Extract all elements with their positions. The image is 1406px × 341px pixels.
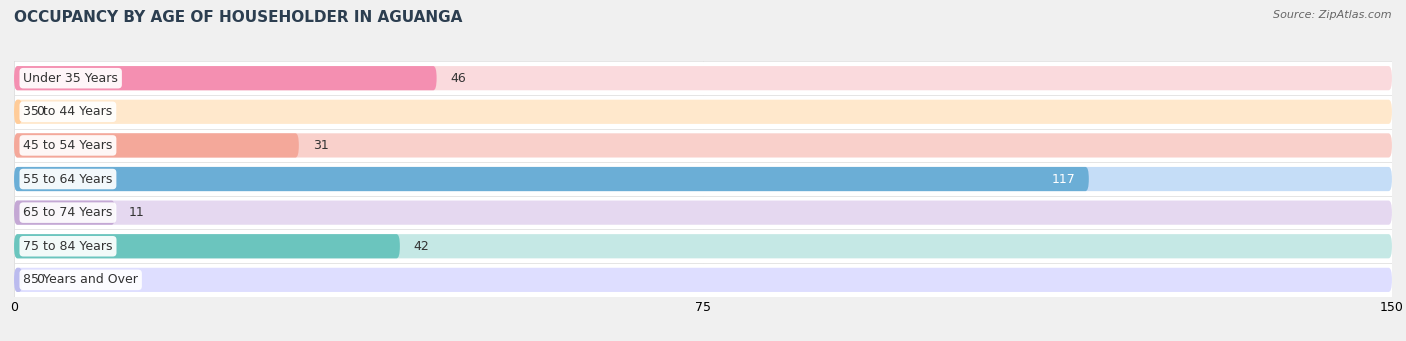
- Text: 45 to 54 Years: 45 to 54 Years: [24, 139, 112, 152]
- FancyBboxPatch shape: [14, 95, 1392, 129]
- Text: 0: 0: [37, 105, 44, 118]
- FancyBboxPatch shape: [14, 66, 437, 90]
- Text: 35 to 44 Years: 35 to 44 Years: [24, 105, 112, 118]
- FancyBboxPatch shape: [14, 167, 1392, 191]
- Text: OCCUPANCY BY AGE OF HOUSEHOLDER IN AGUANGA: OCCUPANCY BY AGE OF HOUSEHOLDER IN AGUAN…: [14, 10, 463, 25]
- FancyBboxPatch shape: [14, 234, 1392, 258]
- FancyBboxPatch shape: [14, 61, 1392, 95]
- FancyBboxPatch shape: [14, 129, 1392, 162]
- FancyBboxPatch shape: [14, 201, 1392, 225]
- FancyBboxPatch shape: [14, 100, 22, 124]
- FancyBboxPatch shape: [14, 133, 1392, 158]
- FancyBboxPatch shape: [14, 196, 1392, 229]
- FancyBboxPatch shape: [14, 263, 1392, 297]
- FancyBboxPatch shape: [14, 268, 1392, 292]
- Text: 46: 46: [450, 72, 467, 85]
- Text: 0: 0: [37, 273, 44, 286]
- Text: 85 Years and Over: 85 Years and Over: [24, 273, 138, 286]
- FancyBboxPatch shape: [14, 133, 299, 158]
- Text: 42: 42: [413, 240, 429, 253]
- FancyBboxPatch shape: [14, 100, 1392, 124]
- FancyBboxPatch shape: [14, 167, 1088, 191]
- FancyBboxPatch shape: [14, 268, 22, 292]
- Text: 31: 31: [312, 139, 329, 152]
- FancyBboxPatch shape: [14, 66, 1392, 90]
- Text: Source: ZipAtlas.com: Source: ZipAtlas.com: [1274, 10, 1392, 20]
- FancyBboxPatch shape: [14, 229, 1392, 263]
- Text: 11: 11: [129, 206, 145, 219]
- Text: 75 to 84 Years: 75 to 84 Years: [24, 240, 112, 253]
- Text: 65 to 74 Years: 65 to 74 Years: [24, 206, 112, 219]
- Text: 117: 117: [1052, 173, 1076, 186]
- Text: 55 to 64 Years: 55 to 64 Years: [24, 173, 112, 186]
- FancyBboxPatch shape: [14, 162, 1392, 196]
- FancyBboxPatch shape: [14, 234, 399, 258]
- Text: Under 35 Years: Under 35 Years: [24, 72, 118, 85]
- FancyBboxPatch shape: [14, 201, 115, 225]
